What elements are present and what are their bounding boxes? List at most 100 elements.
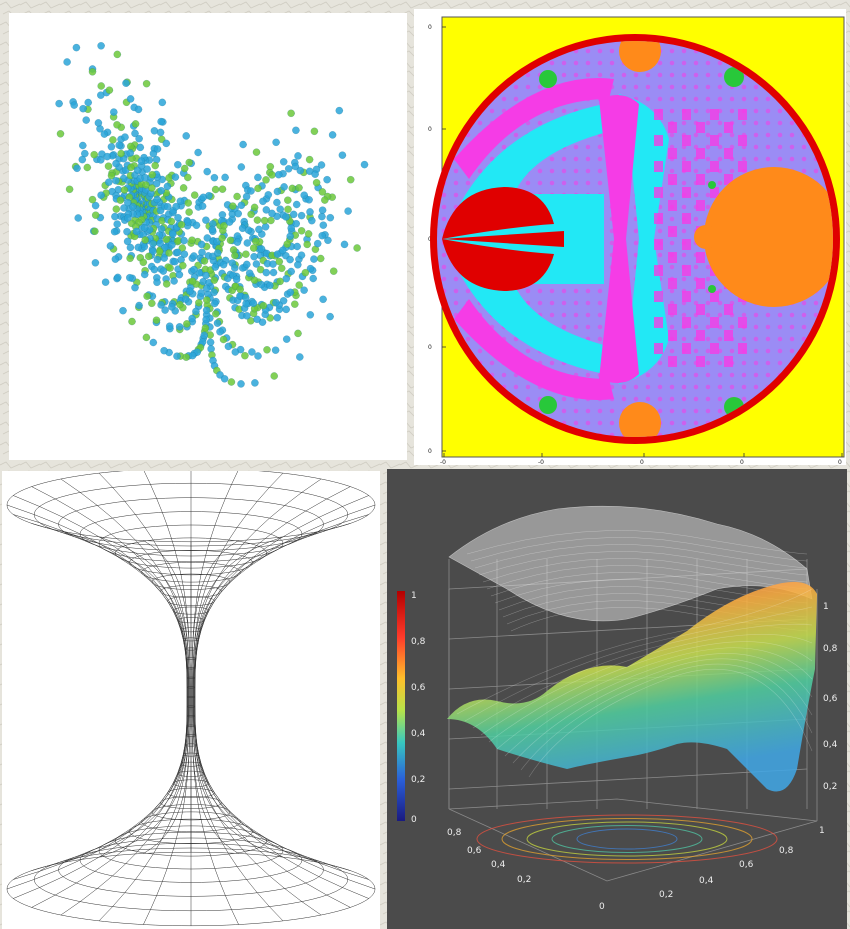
lorenz-sphere [112, 159, 120, 168]
lorenz-sphere [264, 190, 273, 199]
lorenz-sphere [255, 225, 263, 234]
lorenz-sphere [227, 378, 236, 386]
lorenz-sphere [167, 217, 176, 226]
y-axis-tick-label: 1 [819, 826, 825, 836]
fractal-magenta-cell [696, 122, 705, 133]
lorenz-sphere [149, 239, 157, 248]
lorenz-sphere [277, 264, 286, 273]
lorenz-sphere [310, 127, 319, 136]
lorenz-sphere [185, 208, 193, 216]
lorenz-sphere [181, 295, 190, 303]
lorenz-sphere [216, 327, 224, 336]
lorenz-sphere [94, 119, 103, 127]
fractal-magenta-cell [668, 278, 677, 289]
fractal-x-tick-label: -0 [440, 459, 446, 465]
lorenz-sphere [304, 230, 313, 238]
lorenz-sphere [125, 273, 134, 282]
lorenz-sphere [140, 223, 149, 232]
fractal-magenta-cell [696, 200, 705, 211]
lorenz-sphere [292, 126, 300, 135]
lorenz-sphere [123, 198, 132, 207]
lorenz-sphere [228, 202, 237, 210]
wireframe-meridian [193, 478, 322, 864]
lorenz-sphere [259, 197, 267, 206]
lorenz-sphere [168, 241, 176, 249]
floor-contour [526, 821, 728, 857]
lorenz-sphere [360, 160, 369, 169]
lorenz-sphere [220, 374, 229, 383]
lorenz-sphere [100, 130, 109, 138]
lorenz-sphere [335, 106, 344, 115]
fractal-magenta-cell [654, 343, 663, 354]
wireframe-meridian [194, 504, 376, 890]
lorenz-sphere [142, 181, 150, 189]
fractal-magenta-cell [710, 161, 719, 172]
lorenz-sphere [158, 98, 167, 107]
ghost-surface-line [474, 544, 808, 569]
lorenz-sphere [310, 255, 318, 263]
lorenz-sphere [276, 205, 285, 214]
fractal-orange-bottom [619, 402, 661, 437]
lorenz-sphere [300, 286, 308, 295]
lorenz-sphere [231, 348, 240, 356]
lorenz-sphere [131, 129, 139, 138]
lorenz-sphere [167, 303, 176, 311]
lorenz-sphere [213, 319, 222, 328]
lorenz-sphere [155, 247, 164, 256]
lorenz-sphere [318, 206, 327, 215]
lorenz-sphere [160, 346, 168, 355]
lorenz-sphere [211, 185, 220, 194]
lorenz-sphere [152, 316, 161, 325]
lorenz-sphere [279, 157, 288, 166]
lorenz-sphere [202, 296, 211, 304]
lorenz-sphere [213, 249, 222, 257]
lorenz-sphere [190, 265, 198, 274]
lorenz-sphere [121, 133, 129, 141]
lorenz-sphere [260, 216, 269, 225]
lorenz-sphere [88, 67, 97, 76]
lorenz-sphere [70, 101, 79, 109]
lorenz-sphere [263, 345, 271, 354]
lorenz-sphere [149, 149, 158, 158]
fractal-green-dot [724, 67, 744, 87]
lorenz-sphere [305, 155, 314, 164]
lorenz-sphere [168, 230, 177, 239]
grid-line [448, 768, 808, 790]
lorenz-sphere [226, 236, 235, 245]
colorbar-tick-label: 0,6 [411, 683, 426, 693]
lorenz-sphere [122, 79, 130, 88]
lorenz-sphere [147, 299, 156, 308]
lorenz-sphere [143, 292, 151, 301]
lorenz-sphere [148, 247, 157, 256]
lorenz-sphere [234, 209, 243, 218]
lorenz-sphere [297, 226, 306, 235]
lorenz-sphere [186, 287, 194, 296]
lorenz-sphere [262, 176, 270, 184]
lorenz-sphere [150, 265, 159, 274]
fractal-magenta-cell [668, 304, 677, 315]
colorbar-tick-label: 0,4 [411, 729, 426, 739]
lorenz-sphere [192, 221, 201, 230]
lorenz-sphere [275, 257, 284, 266]
fractal-green-dot [539, 70, 557, 88]
fractal-magenta-cell [654, 213, 663, 224]
fractal-green-dot [539, 396, 557, 414]
lorenz-sphere [251, 379, 259, 387]
lorenz-sphere [113, 120, 121, 129]
fractal-magenta-cell [682, 239, 691, 250]
lorenz-sphere [74, 214, 83, 222]
fractal-magenta-cell [724, 148, 733, 159]
colored-surface [447, 581, 817, 792]
lorenz-sphere [307, 216, 316, 225]
lorenz-sphere [311, 170, 319, 179]
fractal-magenta-cell [682, 291, 691, 302]
surface-mesh-line [504, 653, 813, 757]
lorenz-sphere [237, 380, 245, 388]
lorenz-sphere [269, 260, 277, 268]
fractal-magenta-cell [668, 148, 677, 159]
lorenz-sphere [105, 86, 114, 95]
wireframe-meridian [143, 471, 191, 854]
lorenz-sphere [166, 264, 174, 272]
wireframe-meridian [31, 486, 188, 871]
lorenz-sphere [306, 310, 315, 319]
